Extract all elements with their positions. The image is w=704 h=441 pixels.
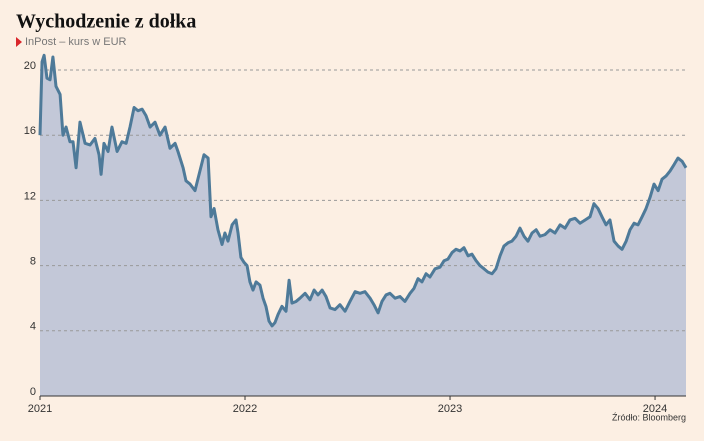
y-tick-label: 4 xyxy=(30,321,36,333)
subtitle-marker xyxy=(16,37,22,47)
x-tick-label: 2024 xyxy=(643,403,667,415)
x-tick-label: 2022 xyxy=(233,403,257,415)
y-tick-label: 0 xyxy=(30,386,36,398)
y-tick-label: 8 xyxy=(30,256,36,268)
y-tick-label: 16 xyxy=(24,125,36,137)
area xyxy=(40,55,686,396)
chart-title: Wychodzenie z dołka xyxy=(16,11,196,33)
x-tick-label: 2021 xyxy=(28,403,52,415)
chart-subtitle: InPost – kurs w EUR xyxy=(25,36,127,48)
line xyxy=(38,53,688,328)
source: Źródło: Bloomberg xyxy=(612,412,686,422)
y-tick-label: 12 xyxy=(24,190,36,202)
y-tick-label: 20 xyxy=(24,60,36,72)
x-tick-label: 2023 xyxy=(438,403,462,415)
